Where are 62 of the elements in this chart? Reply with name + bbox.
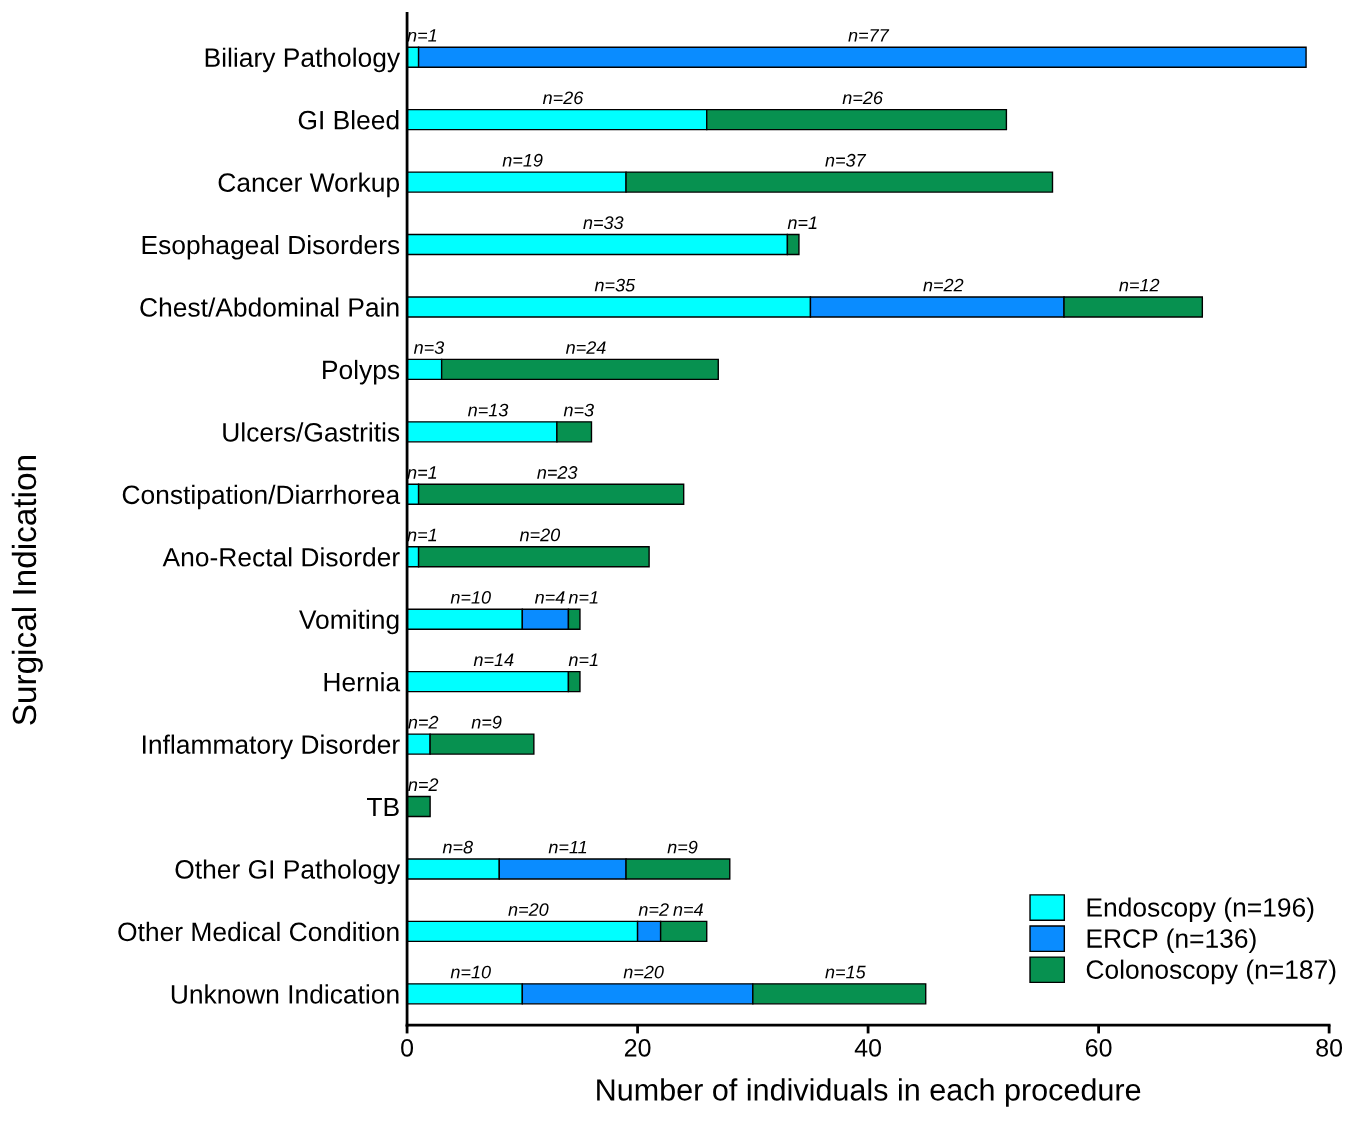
y-tick-label: Cancer Workup [218, 172, 400, 198]
data-label: n=9 [667, 840, 698, 854]
data-label: n=8 [442, 840, 473, 854]
data-label: n=37 [825, 153, 867, 167]
y-tick-label: Ano-Rectal Disorder [162, 547, 400, 567]
data-label: n=20 [623, 965, 664, 979]
data-label: n=20 [508, 903, 549, 916]
data-label: n=33 [583, 216, 624, 230]
data-label: n=26 [542, 91, 584, 105]
y-tick-label: Biliary Pathology [205, 47, 401, 73]
x-tick-label: 80 [1316, 1038, 1343, 1057]
data-label: n=11 [548, 840, 587, 854]
y-tick-label: Ulcers/Gastritis [223, 422, 400, 442]
data-label: n=12 [1119, 278, 1160, 292]
data-label: n=14 [473, 653, 514, 667]
data-label: n=1 [568, 591, 598, 604]
data-label: n=24 [565, 341, 606, 354]
x-tick-label: 0 [401, 1038, 414, 1057]
data-label: n=20 [519, 528, 561, 542]
data-label: n=1 [407, 29, 437, 42]
y-tick-label: Esophageal Disorders [142, 234, 400, 260]
y-tick-label: Inflammatory Disorder [143, 734, 400, 760]
data-label: n=4 [673, 903, 703, 916]
y-tick-label: Other GI Pathology [175, 859, 401, 885]
data-label: n=2 [638, 903, 669, 916]
data-label: n=1 [407, 466, 437, 479]
x-axis-title: Number of individuals in each procedure [597, 1078, 1141, 1107]
data-label: n=1 [787, 216, 817, 229]
y-tick-label: TB [367, 797, 399, 817]
data-label: n=1 [568, 653, 598, 667]
data-label: n=35 [594, 278, 636, 292]
data-label: n=22 [923, 278, 964, 292]
data-label: n=15 [825, 965, 866, 979]
data-label: n=23 [537, 466, 578, 479]
y-axis-title: Surgical Indication [11, 456, 43, 725]
data-label: n=3 [413, 341, 445, 354]
data-label: n=2 [408, 778, 439, 791]
data-label: n=1 [407, 528, 437, 542]
data-label: n=3 [563, 403, 594, 417]
y-tick-label: Polyps [323, 359, 400, 385]
y-tick-label: GI Bleed [298, 110, 399, 130]
x-tick-label: 20 [624, 1038, 651, 1057]
data-label: n=13 [467, 403, 509, 417]
y-tick-label: Unknown Indication [171, 984, 399, 1004]
data-label: n=9 [471, 715, 502, 729]
data-label: n=77 [848, 29, 890, 42]
data-label: n=26 [842, 91, 883, 105]
legend-label: Endoscopy (n=196) [1087, 897, 1314, 923]
data-label: n=10 [450, 590, 491, 604]
x-tick-label: 60 [1085, 1038, 1112, 1057]
data-label: n=19 [502, 153, 543, 167]
data-label: n=2 [408, 715, 439, 729]
x-tick-label: 40 [854, 1038, 882, 1057]
y-tick-label: Chest/Abdominal Pain [140, 297, 399, 317]
legend-label: ERCP (n=136) [1087, 928, 1256, 954]
y-tick-label: Other Medical Condition [118, 921, 399, 942]
legend-label: Colonoscopy (n=187) [1086, 959, 1336, 985]
data-label: n=4 [534, 591, 565, 604]
data-label: n=10 [450, 965, 491, 979]
y-tick-label: Hernia [324, 672, 401, 692]
y-tick-label: Constipation/Diarrhorea [122, 484, 401, 510]
y-tick-label: Vomiting [299, 609, 399, 635]
